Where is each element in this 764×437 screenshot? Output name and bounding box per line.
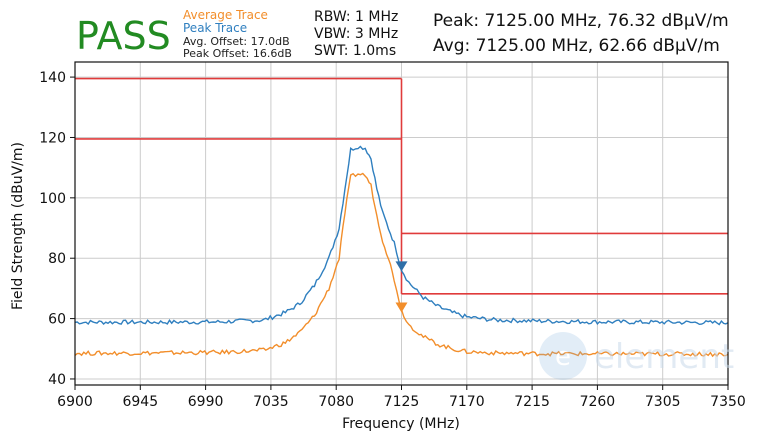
y-tick-label: 100 bbox=[39, 191, 66, 207]
y-tick-label: 80 bbox=[48, 251, 66, 267]
x-tick-label: 6945 bbox=[122, 394, 158, 410]
swt-label: SWT: 1.0ms bbox=[314, 43, 396, 59]
x-tick-label: 7035 bbox=[253, 394, 289, 410]
x-tick-label: 7125 bbox=[384, 394, 420, 410]
legend-average: Average Trace bbox=[183, 8, 268, 22]
y-tick-label: 140 bbox=[39, 70, 66, 86]
average-marker bbox=[395, 302, 408, 313]
x-axis-label: Frequency (MHz) bbox=[342, 416, 460, 432]
svg-text:e: e bbox=[555, 342, 571, 372]
y-tick-label: 60 bbox=[48, 312, 66, 328]
x-tick-label: 7305 bbox=[645, 394, 681, 410]
vbw-label: VBW: 3 MHz bbox=[314, 26, 398, 42]
watermark-text: element bbox=[594, 337, 734, 377]
x-tick-label: 7215 bbox=[514, 394, 550, 410]
watermark-logo-icon: e bbox=[539, 332, 587, 380]
verdict-label: PASS bbox=[76, 14, 171, 58]
rbw-label: RBW: 1 MHz bbox=[314, 9, 398, 25]
legend-peak: Peak Trace bbox=[183, 21, 247, 35]
y-axis-label: Field Strength (dBuV/m) bbox=[10, 142, 26, 310]
plot-area: 6900 6945 6990 7035 7080 7125 7170 7215 7260 7305… bbox=[39, 61, 746, 410]
peak-readout: Peak: 7125.00 MHz, 76.32 dBµV/m bbox=[433, 11, 729, 31]
y-tick-label: 120 bbox=[39, 130, 66, 146]
x-tick-label: 7260 bbox=[580, 394, 616, 410]
x-tick-label: 6990 bbox=[188, 394, 224, 410]
avg-readout: Avg: 7125.00 MHz, 62.66 dBµV/m bbox=[433, 36, 720, 56]
x-tick-label: 7350 bbox=[710, 394, 746, 410]
x-tick-label: 7080 bbox=[318, 394, 354, 410]
peak-marker bbox=[395, 261, 408, 272]
peak-offset-label: Peak Offset: 16.6dB bbox=[183, 47, 292, 60]
x-tick-label: 7170 bbox=[449, 394, 485, 410]
avg-offset-label: Avg. Offset: 17.0dB bbox=[183, 35, 290, 48]
x-tick-label: 6900 bbox=[57, 394, 93, 410]
y-tick-label: 40 bbox=[48, 372, 66, 388]
